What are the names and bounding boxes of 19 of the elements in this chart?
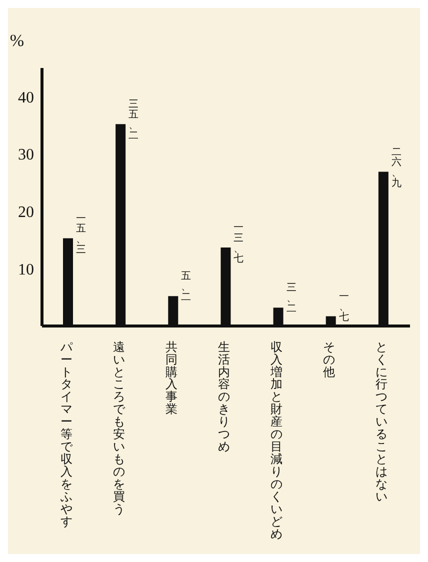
x-tick-label: その他	[323, 340, 336, 379]
category-label: 生活内容のきりつめ	[218, 340, 230, 454]
y-tick-label: 20	[18, 204, 34, 222]
data-label: 五、二	[181, 271, 192, 303]
category-label: 収入増加と財産の目減りのくいどめ	[270, 340, 283, 541]
y-tick-label: 30	[18, 146, 34, 164]
data-label: 一五、三	[76, 213, 86, 256]
category-label: パートタイマー等で収入をふやす	[60, 340, 72, 529]
data-label: 一三、七	[234, 222, 244, 265]
data-label: 三五、二	[128, 99, 139, 142]
y-tick-label: 40	[18, 89, 34, 106]
data-label: 三、二	[286, 282, 296, 314]
data-label: 二六、九	[391, 146, 402, 189]
x-tick-label: 共同購入事業	[165, 340, 178, 416]
category-label: 遠いところでも安いものを買う	[112, 340, 125, 516]
data-label: 一、七	[338, 291, 349, 324]
y-tick-label: 10	[18, 261, 34, 278]
y-axis-title: %	[10, 31, 24, 50]
category-label: とくに行つていることはない	[376, 340, 388, 504]
